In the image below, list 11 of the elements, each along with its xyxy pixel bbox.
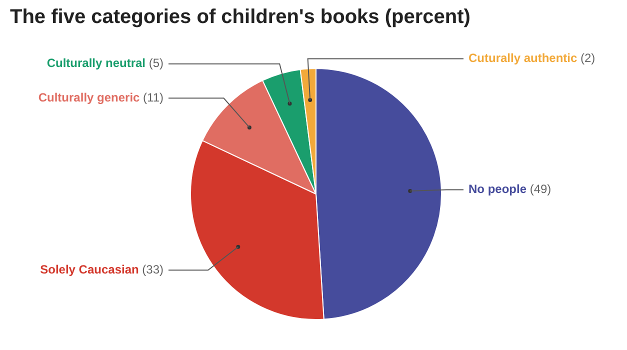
data-label: (2) bbox=[577, 51, 596, 66]
chart-title: The five categories of children's books (percent) bbox=[10, 6, 470, 29]
slice-label: Cuturally authentic bbox=[468, 51, 578, 66]
slice-label: Solely Caucasian bbox=[40, 262, 139, 276]
data-label: (5) bbox=[146, 56, 164, 70]
data-label: (49) bbox=[526, 182, 552, 196]
slice-label: Culturally neutral bbox=[46, 56, 146, 70]
data-label: (33) bbox=[138, 262, 164, 276]
slice-label: No people bbox=[468, 182, 527, 196]
data-label: (11) bbox=[140, 90, 164, 104]
slice-label: Culturally generic bbox=[38, 90, 140, 104]
